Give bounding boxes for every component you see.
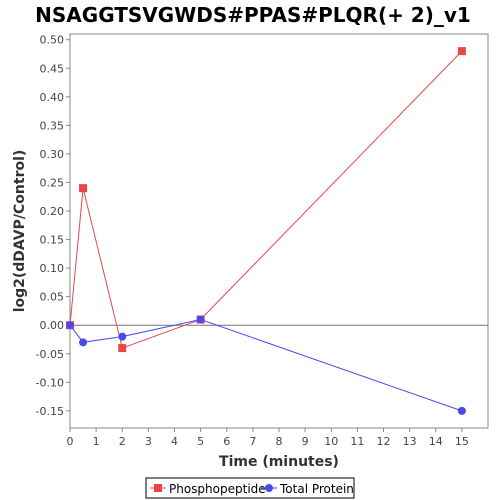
- x-tick-label: 10: [324, 435, 338, 448]
- series-group: [66, 47, 466, 415]
- y-tick-label: 0.45: [40, 62, 65, 75]
- y-tick-label: -0.05: [36, 348, 64, 361]
- data-point-total-protein: [457, 406, 466, 415]
- legend-marker-phosphopeptide: [154, 484, 162, 492]
- legend-label-phosphopeptide: Phosphopeptide: [169, 482, 266, 496]
- x-tick-label: 14: [429, 435, 443, 448]
- x-tick-label: 6: [223, 435, 230, 448]
- x-tick-label: 9: [302, 435, 309, 448]
- y-tick-label: -0.10: [36, 376, 64, 389]
- data-point-phosphopeptide: [457, 47, 466, 56]
- x-tick-label: 5: [197, 435, 204, 448]
- y-tick-label: 0.00: [40, 319, 65, 332]
- data-point-total-protein: [66, 321, 74, 330]
- y-tick-label: -0.15: [36, 405, 64, 418]
- x-tick-label: 3: [145, 435, 152, 448]
- legend-marker-total-protein: [265, 484, 273, 492]
- y-tick-label: 0.25: [40, 176, 65, 189]
- y-tick-label: 0.15: [40, 234, 65, 247]
- y-axis: -0.15 -0.10 -0.05 0.00 0.05 0.10 0.15 0.20 0.25 0…: [36, 34, 70, 418]
- y-tick-label: 0.35: [40, 119, 65, 132]
- x-axis-label: Time (minutes): [219, 454, 339, 470]
- x-tick-label: 7: [249, 435, 256, 448]
- legend-label-total-protein: Total Protein: [279, 482, 354, 496]
- x-tick-label: 0: [67, 435, 74, 448]
- x-tick-label: 15: [455, 435, 469, 448]
- y-tick-label: 0.10: [40, 262, 65, 275]
- data-point-total-protein: [118, 332, 127, 341]
- legend-box: [145, 477, 355, 499]
- x-tick-label: 13: [403, 435, 417, 448]
- x-tick-label: 2: [119, 435, 126, 448]
- x-tick-label: 12: [377, 435, 391, 448]
- x-tick-label: 1: [93, 435, 100, 448]
- data-point-total-protein: [196, 315, 205, 324]
- y-tick-label: 0.40: [40, 91, 65, 104]
- data-point-phosphopeptide: [118, 344, 127, 353]
- y-tick-label: 0.30: [40, 148, 65, 161]
- data-point-phosphopeptide: [79, 184, 88, 193]
- x-tick-label: 4: [171, 435, 178, 448]
- y-tick-label: 0.05: [40, 291, 65, 304]
- data-point-total-protein: [79, 338, 88, 347]
- x-tick-label: 8: [276, 435, 283, 448]
- chart-title: NSAGGTSVGWDS#PPAS#PLQR(+ 2)_v1: [35, 3, 471, 27]
- legend: Phosphopeptide Total Protein: [145, 477, 355, 499]
- y-tick-label: 0.50: [40, 34, 65, 47]
- x-tick-label: 11: [350, 435, 364, 448]
- x-axis: 0 1 2 3 4 5 6 7 8 9 10 11 12 13 14 15: [67, 428, 469, 448]
- y-tick-label: 0.20: [40, 205, 65, 218]
- y-axis-label: log2(dDAVP/Control): [12, 150, 28, 313]
- plot-area: [69, 33, 489, 429]
